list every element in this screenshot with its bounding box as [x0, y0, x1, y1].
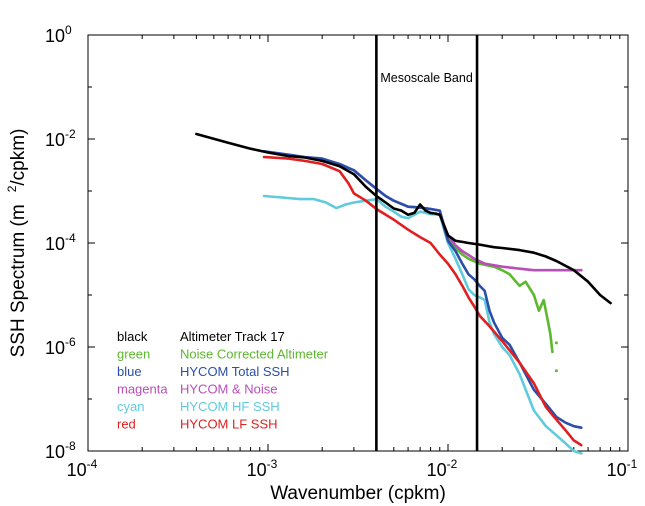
legend-series-name-blue: HYCOM Total SSH — [180, 364, 290, 379]
legend-series-name-red: HYCOM LF SSH — [180, 417, 278, 432]
legend-series-name-cyan: HYCOM HF SSH — [180, 399, 280, 414]
series-marker-green — [554, 341, 558, 345]
x-tick-exp: -4 — [87, 457, 98, 471]
series-line-green — [440, 216, 554, 354]
legend-color-name-red: red — [117, 417, 136, 432]
y-tick-exp: 0 — [65, 23, 72, 37]
mesoscale-band — [375, 35, 479, 451]
y-tick-exp: -8 — [65, 439, 76, 453]
y-axis-label-sup: 2 — [5, 185, 19, 192]
series-layer — [195, 132, 612, 455]
plot-area — [87, 34, 629, 452]
x-tick-label: 10-3 — [247, 457, 278, 480]
y-tick-exp: -6 — [65, 335, 76, 349]
series-line-red — [262, 155, 583, 447]
legend-color-name-black: black — [117, 329, 148, 344]
legend-color-name-magenta: magenta — [117, 382, 168, 397]
x-axis-label: Wavenumber (cpkm) — [270, 483, 446, 504]
y-axis-label-tail: /cpkm) — [8, 129, 29, 186]
y-tick-label: 10-2 — [45, 127, 76, 150]
y-tick-exp: -2 — [65, 127, 76, 141]
legend-color-name-green: green — [117, 347, 150, 362]
x-tick-base: 10 — [67, 460, 87, 480]
y-tick-base: 10 — [45, 442, 65, 462]
y-tick-label: 10-4 — [45, 231, 76, 254]
legend-color-name-blue: blue — [117, 364, 142, 379]
y-tick-base: 10 — [45, 130, 65, 150]
y-tick-label: 10-6 — [45, 335, 76, 358]
legend: black Altimeter Track 17 green Noise Correc… — [117, 329, 329, 432]
x-tick-exp: -1 — [627, 457, 638, 471]
y-tick-label: 100 — [45, 23, 72, 46]
y-tick-label: 10-8 — [45, 439, 76, 462]
series-line-cyan — [262, 194, 583, 455]
legend-series-name-black: Altimeter Track 17 — [180, 329, 285, 344]
x-tick-label: 10-4 — [67, 457, 98, 480]
y-tick-exp: -4 — [65, 231, 76, 245]
x-tick-exp: -2 — [447, 457, 458, 471]
series-marker-green — [554, 369, 558, 373]
y-tick-base: 10 — [45, 26, 65, 46]
series-line-black — [195, 132, 612, 305]
x-tick-base: 10 — [607, 460, 627, 480]
y-axis-label: SSH Spectrum (m 2/cpkm) — [5, 129, 29, 358]
legend-series-name-magenta: HYCOM & Noise — [180, 382, 278, 397]
legend-series-name-green: Noise Corrected Altimeter — [180, 347, 329, 362]
x-tick-label: 10-1 — [607, 457, 638, 480]
y-tick-base: 10 — [45, 338, 65, 358]
y-tick-base: 10 — [45, 234, 65, 254]
series-line-blue — [262, 150, 583, 429]
x-tick-base: 10 — [427, 460, 447, 480]
mesoscale-band-label: Mesoscale Band — [380, 71, 472, 85]
legend-color-name-cyan: cyan — [117, 399, 144, 414]
x-tick-base: 10 — [247, 460, 267, 480]
x-tick-label: 10-2 — [427, 457, 458, 480]
y-axis-label-main: SSH Spectrum (m — [8, 204, 29, 357]
x-tick-exp: -3 — [267, 457, 278, 471]
